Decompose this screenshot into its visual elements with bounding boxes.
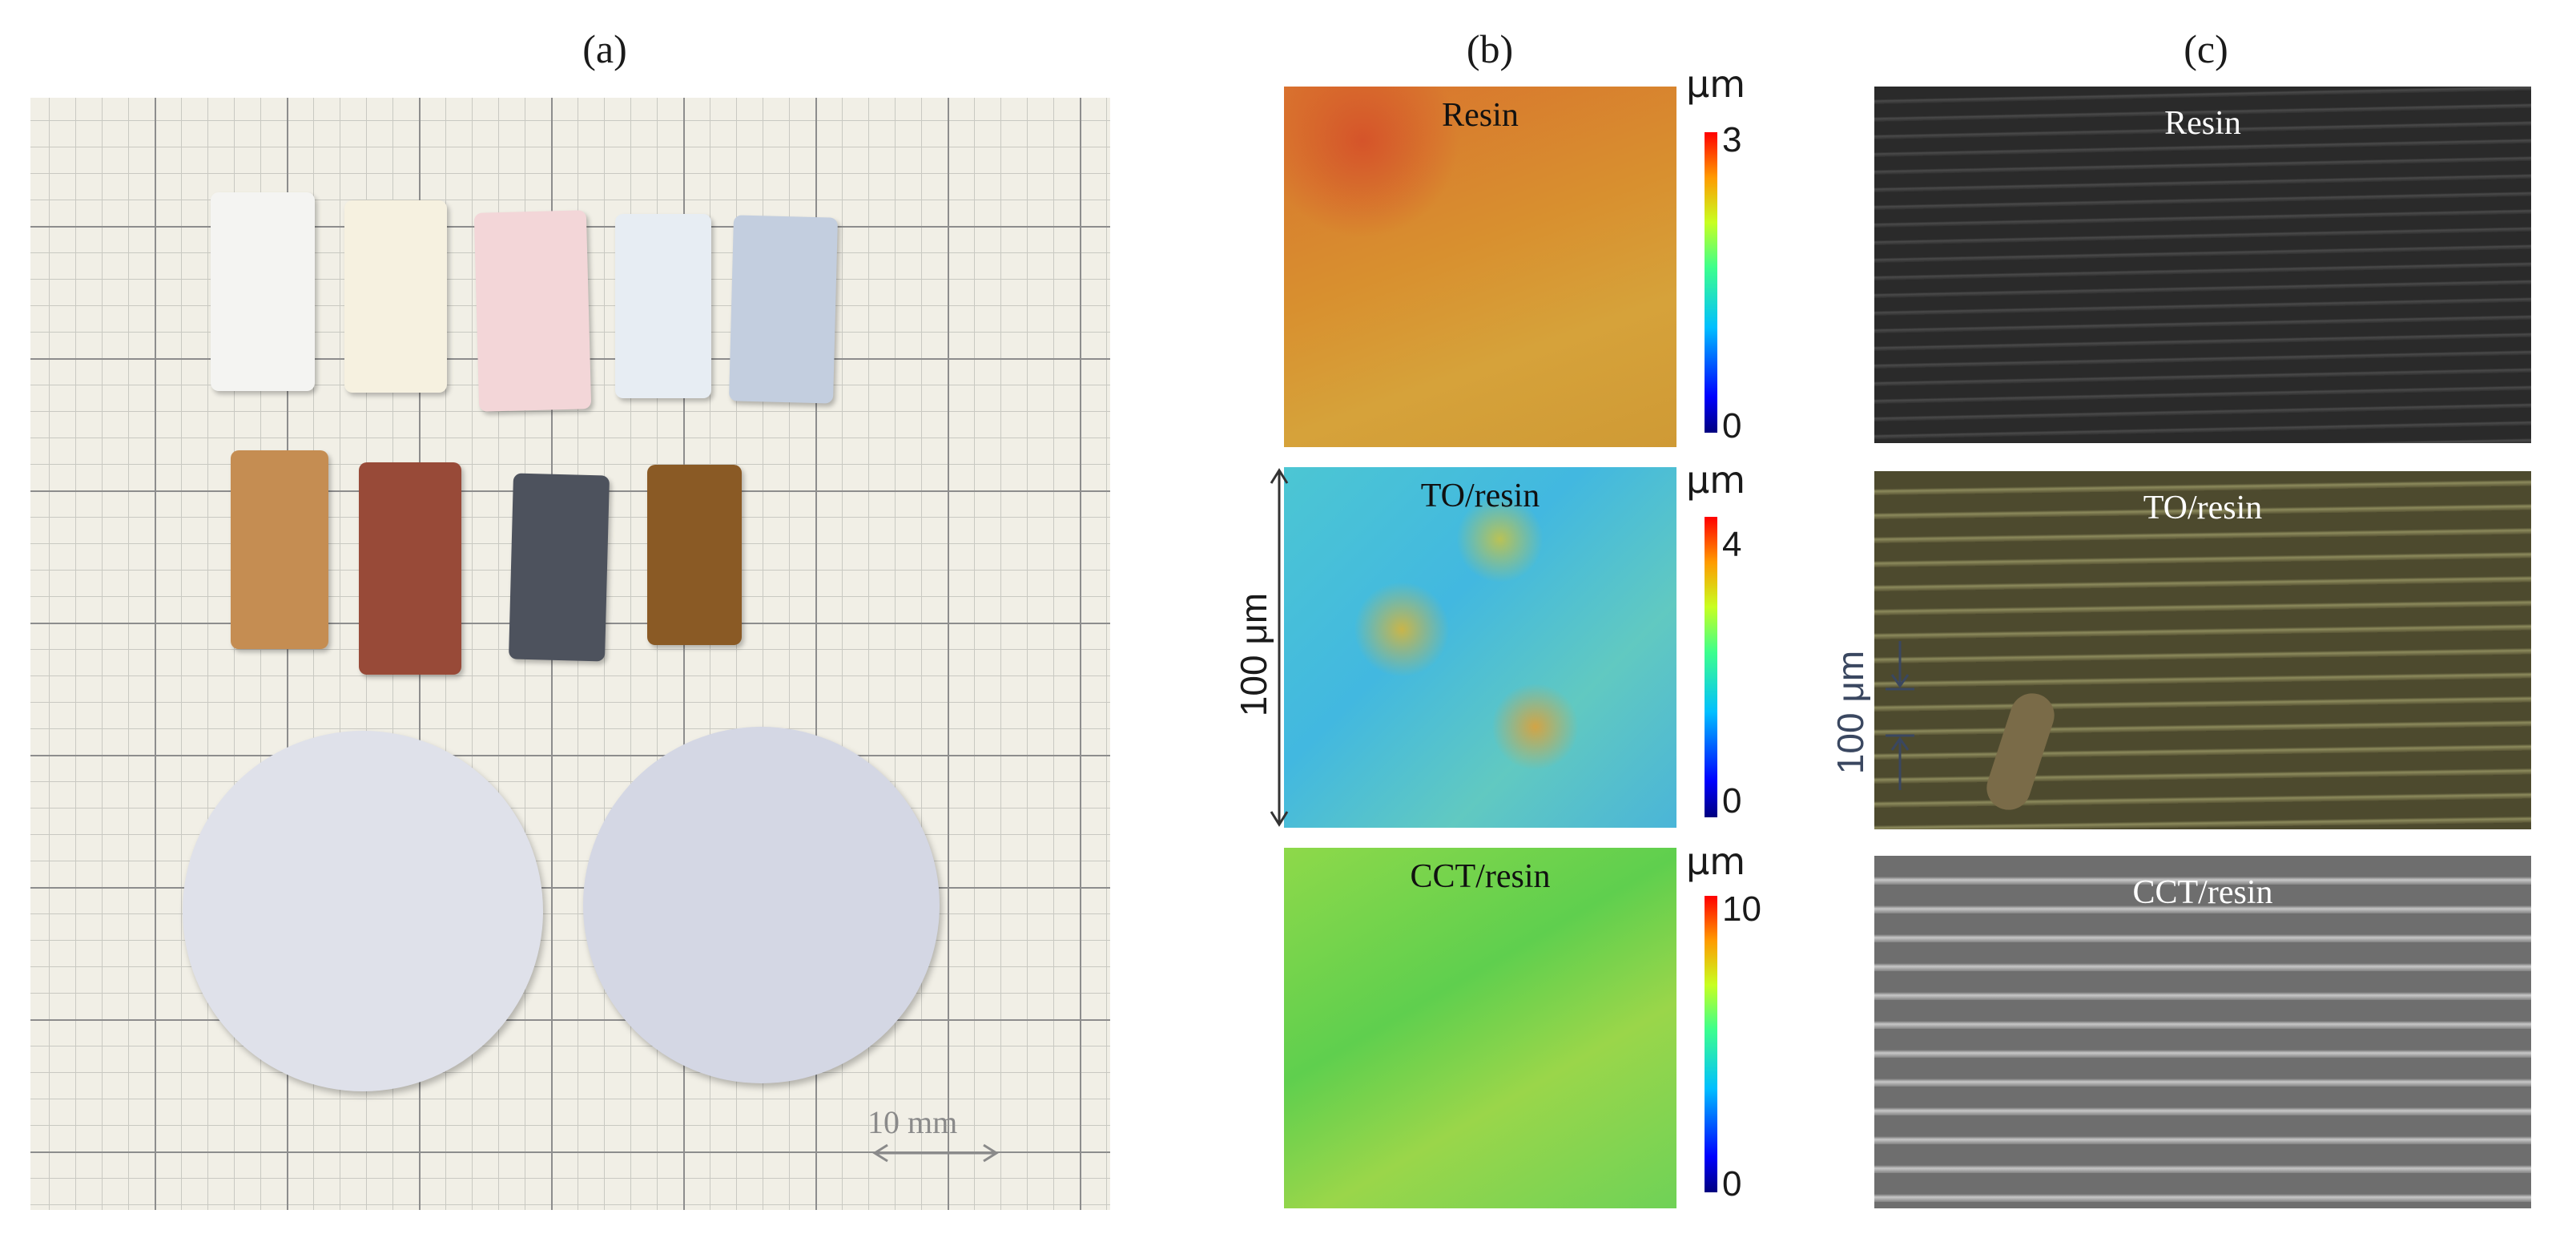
height-map-cct-resin: CCT/resin bbox=[1284, 848, 1676, 1208]
sample-3 bbox=[473, 210, 592, 412]
scale-bar-arrow bbox=[1886, 641, 1914, 790]
scale-bar-label: 100 μm bbox=[1233, 592, 1274, 717]
colorbar-max: 3 bbox=[1722, 120, 1742, 159]
panel-a-label: (a) bbox=[582, 26, 627, 71]
map-title: CCT/resin bbox=[1410, 858, 1551, 895]
colorbar bbox=[1705, 896, 1717, 1192]
sample-4 bbox=[615, 214, 711, 398]
scale-bar-label: 10 mm bbox=[867, 1104, 958, 1140]
micrograph-resin: Resin bbox=[1874, 87, 2531, 443]
scale-bar-arrow bbox=[1270, 468, 1289, 827]
colorbar-max: 10 bbox=[1722, 889, 1761, 929]
panel-b-label: (b) bbox=[1466, 26, 1514, 71]
colorbar-unit: μm bbox=[1686, 458, 1746, 502]
micrograph-title: TO/resin bbox=[2143, 490, 2263, 526]
sample-9 bbox=[647, 465, 742, 645]
height-map-to-resin: TO/resin bbox=[1284, 467, 1676, 828]
disk-2 bbox=[583, 727, 940, 1083]
colorbar-min: 0 bbox=[1722, 1164, 1742, 1204]
panel-c-label: (c) bbox=[2184, 26, 2228, 71]
colorbar-unit: μm bbox=[1686, 63, 1746, 106]
defect bbox=[1981, 688, 2060, 816]
scale-bar-arrow bbox=[872, 1143, 999, 1163]
colorbar bbox=[1705, 517, 1717, 817]
sample-photo: 10 mm bbox=[30, 98, 1110, 1210]
micrograph-to-resin: TO/resin bbox=[1874, 471, 2531, 829]
sample-7 bbox=[359, 462, 461, 675]
micrograph-title: Resin bbox=[2164, 105, 2241, 142]
micrograph-cct-resin: CCT/resin bbox=[1874, 856, 2531, 1208]
colorbar-max: 4 bbox=[1722, 525, 1742, 564]
sample-to-resin bbox=[231, 450, 328, 649]
height-map-resin: Resin bbox=[1284, 87, 1676, 447]
colorbar-min: 0 bbox=[1722, 406, 1742, 446]
colorbar-min: 0 bbox=[1722, 781, 1742, 821]
sample-resin bbox=[211, 192, 315, 391]
micrograph-title: CCT/resin bbox=[2132, 874, 2273, 911]
scale-bar-label: 100 μm bbox=[1829, 650, 1871, 775]
map-title: Resin bbox=[1442, 97, 1519, 134]
sample-2 bbox=[344, 200, 447, 393]
sample-5 bbox=[728, 215, 839, 404]
colorbar-unit: μm bbox=[1686, 840, 1746, 883]
disk-1 bbox=[183, 731, 543, 1091]
colorbar bbox=[1705, 132, 1717, 433]
map-title: TO/resin bbox=[1420, 478, 1540, 514]
sample-cct-resin bbox=[508, 473, 610, 662]
